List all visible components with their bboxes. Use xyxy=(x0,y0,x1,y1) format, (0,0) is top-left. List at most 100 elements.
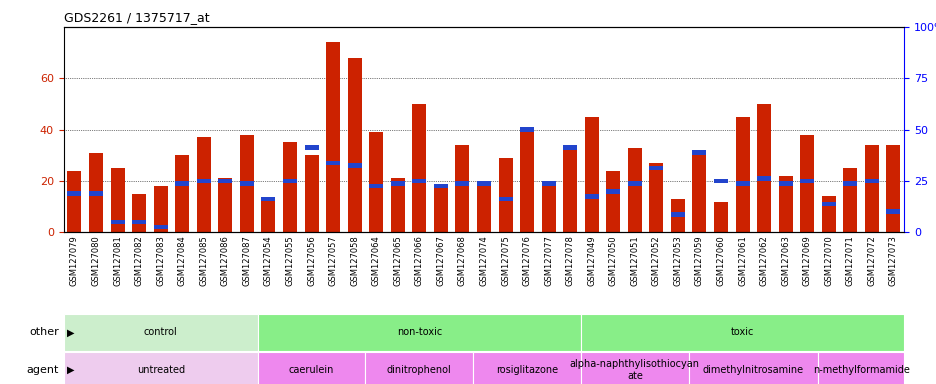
Bar xyxy=(519,127,534,232)
Bar xyxy=(365,352,473,384)
Bar xyxy=(455,145,469,232)
Bar xyxy=(64,352,257,384)
Bar xyxy=(261,199,275,232)
Text: other: other xyxy=(29,327,59,338)
Text: caerulein: caerulein xyxy=(288,365,334,375)
Bar xyxy=(67,192,81,196)
Bar xyxy=(64,314,257,351)
Bar xyxy=(670,212,684,217)
Bar xyxy=(433,184,447,189)
Bar xyxy=(257,352,365,384)
Text: n-methylformamide: n-methylformamide xyxy=(812,365,909,375)
Bar xyxy=(110,220,124,224)
Bar xyxy=(580,314,903,351)
Text: GDS2261 / 1375717_at: GDS2261 / 1375717_at xyxy=(64,11,209,24)
Bar xyxy=(197,179,211,183)
Text: alpha-naphthylisothiocyan
ate: alpha-naphthylisothiocyan ate xyxy=(569,359,699,381)
Bar xyxy=(433,184,447,232)
Bar xyxy=(821,196,835,232)
Bar xyxy=(132,194,146,232)
Bar xyxy=(218,179,232,232)
Bar xyxy=(821,202,835,206)
Text: ▶: ▶ xyxy=(66,327,74,338)
Bar xyxy=(735,181,749,186)
Bar xyxy=(110,168,124,232)
Bar xyxy=(842,168,856,232)
Bar xyxy=(541,181,555,232)
Bar xyxy=(756,104,770,232)
Bar xyxy=(519,127,534,132)
Bar xyxy=(627,181,641,186)
Bar xyxy=(649,166,663,170)
Bar xyxy=(842,181,856,186)
Bar xyxy=(864,179,878,183)
Bar xyxy=(476,181,490,186)
Bar xyxy=(390,179,404,232)
Bar xyxy=(627,147,641,232)
Bar xyxy=(817,352,903,384)
Bar xyxy=(778,181,792,186)
Text: rosiglitazone: rosiglitazone xyxy=(495,365,558,375)
Bar xyxy=(885,209,899,214)
Bar xyxy=(864,145,878,232)
Text: dimethylnitrosamine: dimethylnitrosamine xyxy=(702,365,803,375)
Bar xyxy=(584,117,598,232)
Text: toxic: toxic xyxy=(730,327,753,338)
Bar xyxy=(563,145,577,150)
Bar xyxy=(67,170,81,232)
Bar xyxy=(541,181,555,186)
Bar xyxy=(175,181,189,186)
Bar xyxy=(257,314,580,351)
Bar xyxy=(283,142,297,232)
Bar xyxy=(692,151,706,155)
Bar xyxy=(563,150,577,232)
Bar xyxy=(347,163,361,168)
Bar xyxy=(885,145,899,232)
Bar xyxy=(713,202,727,232)
Text: ▶: ▶ xyxy=(66,365,74,375)
Bar xyxy=(347,58,361,232)
Bar xyxy=(369,132,383,232)
Bar xyxy=(304,155,318,232)
Bar xyxy=(606,189,620,194)
Bar xyxy=(326,42,340,232)
Bar xyxy=(735,117,749,232)
Bar xyxy=(132,220,146,224)
Bar xyxy=(218,179,232,183)
Bar xyxy=(455,181,469,186)
Bar xyxy=(175,155,189,232)
Bar xyxy=(154,186,168,232)
Bar xyxy=(390,181,404,186)
Bar xyxy=(584,194,598,199)
Text: untreated: untreated xyxy=(137,365,184,375)
Bar xyxy=(799,179,813,183)
Bar xyxy=(369,184,383,189)
Bar xyxy=(473,352,580,384)
Bar xyxy=(649,163,663,232)
Text: control: control xyxy=(143,327,178,338)
Bar xyxy=(692,150,706,232)
Bar xyxy=(713,179,727,183)
Bar xyxy=(778,176,792,232)
Bar xyxy=(89,153,103,232)
Bar xyxy=(412,179,426,183)
Bar xyxy=(476,181,490,232)
Bar xyxy=(799,135,813,232)
Bar xyxy=(197,137,211,232)
Bar xyxy=(412,104,426,232)
Bar xyxy=(756,176,770,181)
Bar xyxy=(89,192,103,196)
Text: non-toxic: non-toxic xyxy=(396,327,442,338)
Bar xyxy=(670,199,684,232)
Bar xyxy=(283,179,297,183)
Bar xyxy=(261,197,275,201)
Bar xyxy=(154,225,168,230)
Bar xyxy=(498,158,512,232)
Bar xyxy=(498,197,512,201)
Bar xyxy=(606,170,620,232)
Bar xyxy=(580,352,688,384)
Bar xyxy=(304,145,318,150)
Bar xyxy=(688,352,817,384)
Text: dinitrophenol: dinitrophenol xyxy=(387,365,451,375)
Bar xyxy=(240,181,254,186)
